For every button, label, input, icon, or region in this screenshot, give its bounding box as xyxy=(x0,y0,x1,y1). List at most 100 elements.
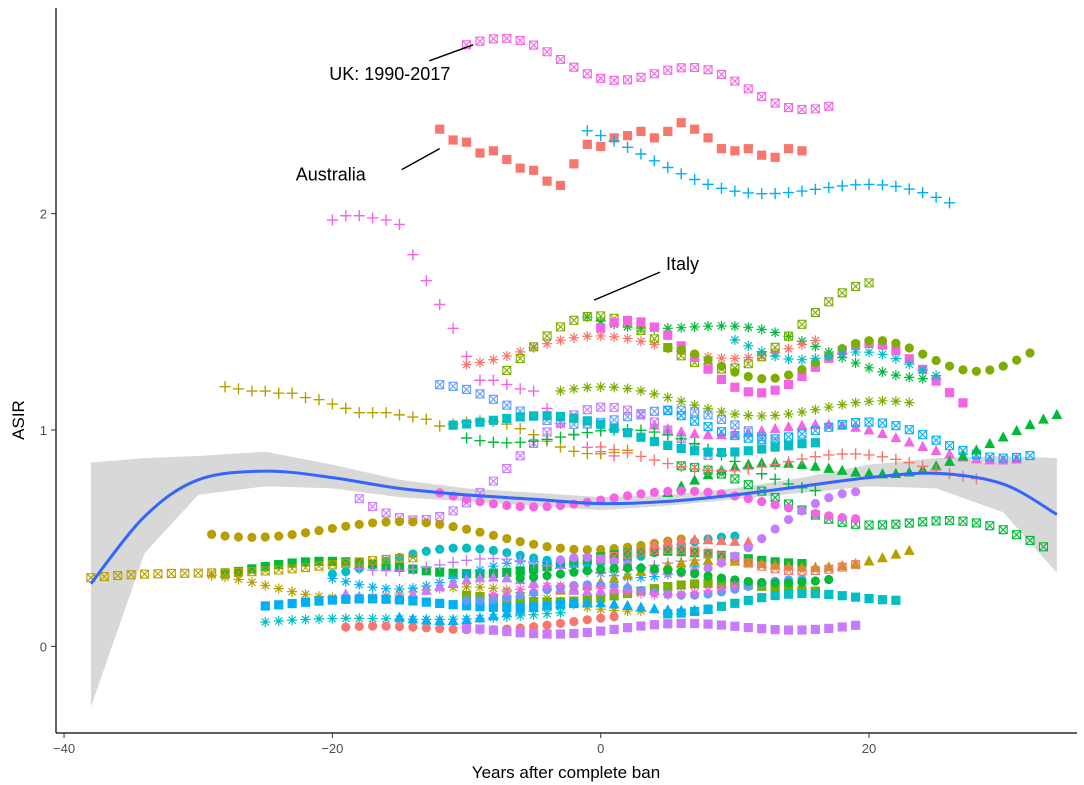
data-point xyxy=(690,569,700,579)
data-point xyxy=(461,574,472,585)
data-point xyxy=(715,182,728,194)
data-point xyxy=(743,84,753,94)
data-point xyxy=(918,430,928,440)
data-point xyxy=(675,168,687,180)
data-point xyxy=(663,546,673,556)
data-point xyxy=(783,625,794,635)
data-point xyxy=(475,497,485,507)
data-point xyxy=(582,602,593,613)
data-point xyxy=(863,424,875,435)
data-point xyxy=(890,370,901,381)
data-point xyxy=(690,546,700,556)
data-point xyxy=(1051,408,1063,420)
data-point xyxy=(810,362,820,372)
data-point xyxy=(581,596,593,607)
data-point xyxy=(488,530,498,540)
data-point xyxy=(502,154,512,165)
data-point xyxy=(327,595,337,605)
data-point xyxy=(529,411,539,421)
data-point xyxy=(690,579,700,589)
data-point xyxy=(609,585,620,596)
data-point xyxy=(609,402,619,412)
data-point xyxy=(260,580,271,591)
data-point xyxy=(703,578,713,588)
data-point xyxy=(716,429,727,440)
data-point xyxy=(246,577,257,588)
data-point xyxy=(327,613,338,624)
data-point xyxy=(435,519,445,530)
data-point xyxy=(797,371,807,382)
data-point xyxy=(488,499,498,509)
data-point xyxy=(300,589,311,600)
data-point xyxy=(341,521,351,531)
data-point xyxy=(770,590,780,601)
data-point xyxy=(783,343,794,354)
data-point xyxy=(569,544,579,554)
data-point xyxy=(421,546,431,556)
trend-line xyxy=(89,469,1058,585)
data-point xyxy=(474,435,486,447)
data-point xyxy=(823,401,834,413)
data-point xyxy=(649,564,659,574)
data-point xyxy=(1025,450,1035,461)
data-point xyxy=(435,511,445,522)
data-point xyxy=(796,185,808,197)
data-point xyxy=(515,501,525,512)
data-point xyxy=(541,608,553,619)
data-point xyxy=(716,374,727,385)
data-point xyxy=(904,359,915,370)
data-point xyxy=(501,586,512,597)
data-point xyxy=(649,589,660,600)
data-point xyxy=(675,604,687,615)
data-point xyxy=(770,385,780,395)
data-point xyxy=(891,421,901,431)
data-point xyxy=(703,422,713,432)
data-point xyxy=(381,508,391,518)
data-point xyxy=(769,422,781,434)
data-point xyxy=(447,614,459,625)
data-point xyxy=(529,572,539,582)
y-tick-label: 2 xyxy=(40,207,47,222)
data-point xyxy=(219,572,231,583)
data-point xyxy=(943,197,956,209)
data-point xyxy=(502,413,512,424)
data-point xyxy=(514,383,526,395)
data-point xyxy=(810,308,820,318)
data-point xyxy=(488,146,498,156)
data-point xyxy=(273,615,284,627)
data-point xyxy=(394,583,405,595)
data-point xyxy=(689,463,701,475)
data-point xyxy=(851,487,861,497)
data-point xyxy=(421,597,431,607)
data-point xyxy=(542,620,552,630)
data-point xyxy=(742,463,754,475)
data-point xyxy=(663,406,673,416)
data-point xyxy=(730,76,740,86)
data-point xyxy=(904,397,915,408)
data-point xyxy=(663,330,673,340)
data-point xyxy=(689,587,700,598)
data-point xyxy=(716,427,727,437)
data-point xyxy=(609,605,620,616)
data-point xyxy=(649,133,659,143)
data-point xyxy=(851,338,861,349)
annotation-leader xyxy=(401,148,441,171)
data-point xyxy=(515,163,525,173)
data-point xyxy=(689,604,701,615)
data-point xyxy=(448,135,458,145)
data-point xyxy=(596,73,606,83)
data-point xyxy=(461,524,472,534)
data-point xyxy=(783,578,794,588)
data-point xyxy=(488,394,498,404)
data-point xyxy=(877,418,888,428)
data-point xyxy=(596,564,606,574)
data-point xyxy=(876,451,889,463)
data-point xyxy=(609,612,619,622)
data-point xyxy=(435,598,445,609)
data-point xyxy=(770,327,781,338)
data-point xyxy=(475,544,485,554)
data-point xyxy=(622,563,633,573)
data-point xyxy=(810,353,821,364)
data-point xyxy=(636,126,646,136)
data-point xyxy=(193,568,203,578)
